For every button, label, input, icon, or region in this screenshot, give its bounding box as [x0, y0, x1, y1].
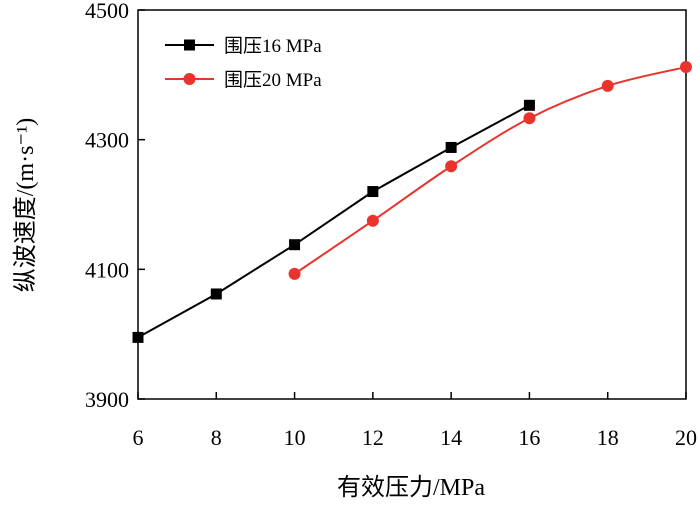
x-tick-label: 12 — [362, 425, 384, 450]
data-point — [132, 331, 144, 343]
y-axis-title: 纵波速度/(m·s⁻¹) — [12, 118, 39, 293]
x-tick-label: 14 — [440, 425, 462, 450]
data-point — [289, 239, 301, 251]
data-point — [523, 112, 536, 125]
series-line — [137, 104, 530, 339]
data-point — [601, 79, 614, 92]
data-point — [445, 160, 458, 173]
legend-item: 围压20 MPa — [165, 70, 322, 91]
data-point — [210, 288, 222, 300]
series-line — [294, 66, 687, 275]
y-tick-label: 3900 — [85, 387, 129, 412]
x-tick-label: 6 — [133, 425, 144, 450]
x-tick-label: 8 — [211, 425, 222, 450]
data-point — [288, 267, 301, 280]
x-tick-label: 20 — [675, 425, 697, 450]
legend-label: 围压16 MPa — [224, 36, 322, 57]
y-tick-label: 4300 — [85, 128, 129, 153]
x-tick-label: 16 — [518, 425, 540, 450]
data-point — [366, 214, 379, 227]
data-point — [680, 61, 692, 74]
legend-label: 围压20 MPa — [224, 70, 322, 91]
y-tick-label: 4500 — [85, 0, 129, 23]
plot-area-frame — [137, 9, 687, 400]
data-point — [367, 186, 379, 198]
y-tick-label: 4100 — [85, 257, 129, 282]
series-2 — [288, 61, 692, 280]
data-point — [523, 99, 535, 111]
legend-marker — [183, 73, 196, 85]
x-tick-label: 18 — [597, 425, 619, 450]
legend-item: 围压16 MPa — [165, 36, 322, 57]
series-1 — [132, 99, 535, 343]
x-axis-title: 有效压力/MPa — [337, 474, 485, 501]
x-tick-label: 10 — [284, 425, 306, 450]
data-point — [445, 141, 457, 153]
legend-marker — [184, 39, 195, 51]
